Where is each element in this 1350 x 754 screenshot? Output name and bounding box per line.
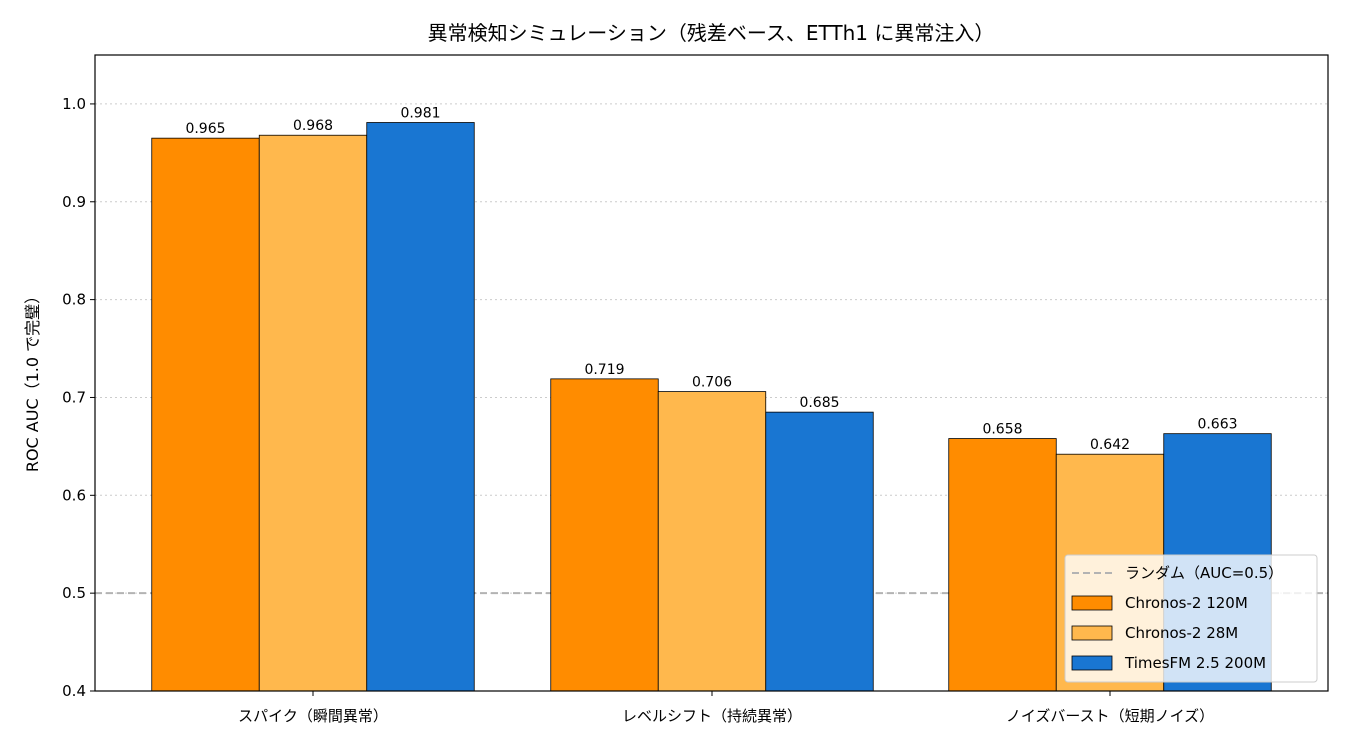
data-labels: 0.965 0.968 0.981 0.719 0.706 0.685 0.658 0.642… [185,106,1237,454]
bar-s0-c2 [948,438,1057,692]
x-tick-label-2: ノイズバースト（短期ノイズ） [1006,707,1214,725]
y-tick-label-3: 0.7 [62,388,86,406]
legend-label-s0: Chronos-2 120M [1125,594,1248,612]
y-tick-label-6: 1.0 [62,95,86,113]
bar-s2-c0 [366,122,475,692]
legend-label-reference: ランダム（AUC=0.5） [1125,564,1283,582]
legend: ランダム（AUC=0.5） Chronos-2 120M Chronos-2 28M… [1064,554,1318,683]
data-label-s0-c1: 0.719 [584,362,624,378]
bar-s1-c1 [657,391,767,692]
data-label-s1-c0: 0.968 [293,118,333,134]
x-tick-label-0: スパイク（瞬間異常） [238,707,388,725]
bar-s2-c1 [765,411,874,692]
y-tick-label-5: 0.9 [62,193,86,211]
bar-s0-c0 [151,137,260,692]
y-tick-label-1: 0.5 [62,584,86,602]
data-label-s0-c2: 0.658 [982,422,1022,438]
data-label-s1-c1: 0.706 [692,375,732,391]
bar-s1-c0 [258,134,368,692]
axes: 0.4 0.5 0.6 0.7 0.8 0.9 1.0 スパイク（瞬間異常） レベルシフト（持続… [62,54,1329,725]
legend-swatch-s1 [1071,625,1113,641]
legend-swatch-s2 [1071,655,1113,671]
y-tick-label-0: 0.4 [62,682,86,700]
legend-label-s1: Chronos-2 28M [1125,624,1238,642]
data-label-s2-c0: 0.981 [400,106,440,122]
legend-swatch-s0 [1071,595,1113,611]
legend-label-s2: TimesFM 2.5 200M [1124,654,1266,672]
x-tick-label-1: レベルシフト（持続異常） [622,707,802,725]
bar-s0-c1 [550,378,659,692]
y-tick-label-2: 0.6 [62,486,86,504]
data-label-s2-c1: 0.685 [799,395,839,411]
data-label-s0-c0: 0.965 [185,121,225,137]
data-label-s2-c2: 0.663 [1197,417,1237,433]
legend-box [1064,554,1318,683]
y-tick-label-4: 0.8 [62,291,86,309]
data-label-s1-c2: 0.642 [1090,437,1130,453]
chart-title: 異常検知シミュレーション（残差ベース、ETTh1 に異常注入） [428,21,995,45]
y-axis-label: ROC AUC（1.0 で完璧） [23,288,42,472]
